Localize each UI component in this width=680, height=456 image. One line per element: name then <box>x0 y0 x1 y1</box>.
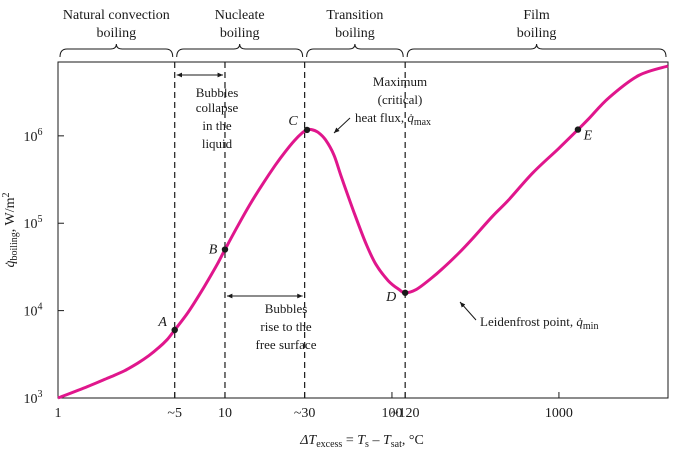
bubbles-rise-annotation: Bubbles rise to the free surface <box>226 293 317 352</box>
point-label-e: E <box>583 129 593 144</box>
maximum-line-1: Maximum <box>373 74 427 89</box>
point-b <box>221 246 229 253</box>
x-tick-label-2: 10 <box>218 406 232 421</box>
point-d <box>401 289 409 296</box>
leidenfrost-label: Leidenfrost point, q̇min <box>480 314 598 332</box>
region-title-2-line-2: boiling <box>335 26 375 41</box>
y-tick-label-0: 103 <box>24 389 43 407</box>
boiling-curve-line <box>57 64 669 400</box>
x-tick-label-4: 100 <box>381 406 402 421</box>
region-title-0-line-2: boiling <box>97 26 137 41</box>
y-tick-label-2: 105 <box>24 214 43 232</box>
bubbles-collapse-line-3: in the <box>202 118 231 133</box>
point-label-b: B <box>209 243 218 258</box>
bubbles-collapse-line-4: liquid <box>202 136 233 151</box>
bubbles-collapse-line-1: Bubbles <box>196 85 239 100</box>
bubbles-collapse-annotation: Bubbles collapse in the liquid <box>176 72 239 151</box>
x-tick-label-3: ~30 <box>294 406 316 421</box>
region-title-1-line-2: boiling <box>220 26 260 41</box>
bubbles-rise-line-2: rise to the <box>260 319 311 334</box>
point-label-a: A <box>157 315 167 330</box>
bubbles-rise-line-1: Bubbles <box>265 301 308 316</box>
region-title-0-line-1: Natural convection <box>63 8 170 23</box>
x-axis-label: ΔTexcess = Ts – Tsat, °C <box>299 433 424 450</box>
point-e <box>574 126 582 133</box>
region-headers: Natural convection boiling Nucleate boiling… <box>59 8 667 58</box>
region-title-1-line-1: Nucleate <box>215 8 265 23</box>
point-c <box>303 126 311 134</box>
region-title-3-line-1: Film <box>523 8 550 23</box>
maximum-line-3: heat flux, q̇max <box>355 110 431 128</box>
state-points: A B C D E <box>157 114 593 334</box>
bubbles-rise-line-3: free surface <box>256 337 317 352</box>
y-axis-label: q̇boiling, W/m2 <box>1 192 20 267</box>
point-label-c: C <box>288 114 298 129</box>
plot-frame <box>57 61 669 399</box>
maximum-heat-flux-annotation: Maximum (critical) heat flux, q̇max <box>333 74 431 134</box>
point-a <box>171 326 178 334</box>
region-title-3-line-2: boiling <box>517 26 557 41</box>
region-brace-2 <box>306 43 404 58</box>
maximum-line-2: (critical) <box>378 92 423 107</box>
x-tick-label-5: ~120 <box>391 406 420 421</box>
axis-ticks: 1 ~5 10 ~30 100~120 1000 103 104 105 106 <box>24 127 573 421</box>
region-title-2-line-1: Transition <box>326 8 383 23</box>
maximum-pointer <box>333 117 351 134</box>
leidenfrost-annotation: Leidenfrost point, q̇min <box>459 301 598 332</box>
region-brace-1 <box>176 43 304 58</box>
x-tick-label-0: 1 <box>55 406 62 421</box>
bubbles-collapse-line-2: collapse <box>196 100 239 115</box>
leidenfrost-pointer <box>459 301 477 321</box>
x-tick-label-1: ~5 <box>167 406 182 421</box>
x-tick-label-6: 1000 <box>545 406 573 421</box>
point-label-d: D <box>385 290 396 305</box>
region-brace-0 <box>59 43 174 58</box>
region-brace-3 <box>406 43 667 58</box>
y-tick-label-3: 106 <box>24 127 43 145</box>
y-tick-label-1: 104 <box>24 302 43 320</box>
region-divider-lines <box>174 62 406 398</box>
